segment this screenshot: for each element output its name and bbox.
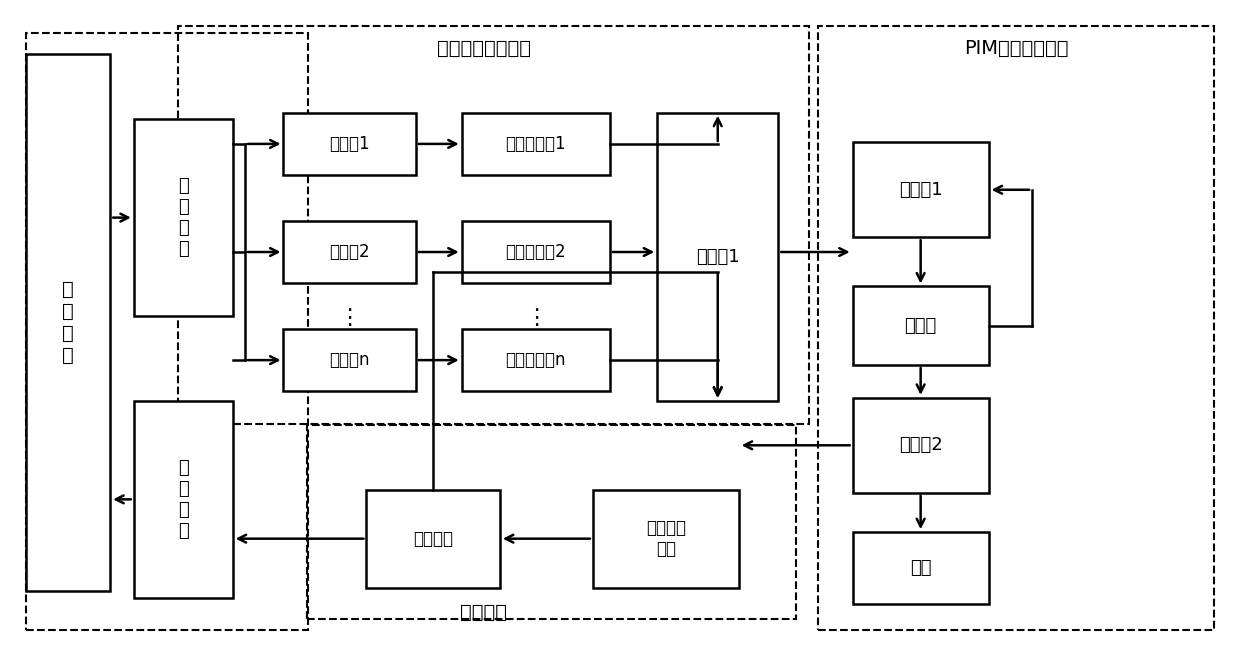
Text: 信号源1: 信号源1 [330, 135, 370, 153]
Text: 双工器2: 双工器2 [899, 436, 942, 454]
Bar [461, 329, 610, 392]
Text: 双工器1: 双工器1 [899, 181, 942, 199]
Text: 处理模块: 处理模块 [460, 603, 507, 622]
Bar [366, 490, 500, 588]
Bar [853, 532, 988, 604]
Bar [134, 401, 233, 597]
Text: 功率放大器n: 功率放大器n [506, 351, 567, 369]
Bar [308, 425, 796, 619]
Text: 合路器1: 合路器1 [696, 248, 739, 266]
Bar [461, 221, 610, 283]
Bar [284, 329, 415, 392]
Text: 信号源2: 信号源2 [330, 243, 370, 261]
Bar [284, 113, 415, 175]
Text: 低噪声放
大器: 低噪声放 大器 [646, 519, 686, 558]
Bar [853, 286, 988, 365]
Text: 控
制
模
块: 控 制 模 块 [62, 280, 74, 365]
Text: 被测件: 被测件 [904, 316, 936, 335]
Bar [657, 113, 779, 401]
Text: 射频开关: 射频开关 [413, 530, 453, 547]
Text: ⋮: ⋮ [339, 308, 360, 328]
Text: 功率放大器1: 功率放大器1 [506, 135, 567, 153]
Bar [179, 26, 810, 424]
Text: 功率放大器2: 功率放大器2 [506, 243, 567, 261]
Bar [593, 490, 739, 588]
Text: 测试信号产生单元: 测试信号产生单元 [436, 39, 531, 58]
Text: 负载: 负载 [910, 559, 931, 577]
Bar [853, 398, 988, 493]
Text: 输
出
单
元: 输 出 单 元 [177, 459, 188, 540]
Bar [26, 54, 110, 591]
Text: PIM信号获取单元: PIM信号获取单元 [963, 39, 1068, 58]
Text: 输
入
单
元: 输 入 单 元 [177, 178, 188, 258]
Bar [461, 113, 610, 175]
Bar [284, 221, 415, 283]
Bar [818, 26, 1214, 630]
Bar [853, 142, 988, 238]
Bar [26, 33, 309, 630]
Text: 信号源n: 信号源n [330, 351, 370, 369]
Bar [134, 119, 233, 316]
Text: ⋮: ⋮ [525, 308, 547, 328]
